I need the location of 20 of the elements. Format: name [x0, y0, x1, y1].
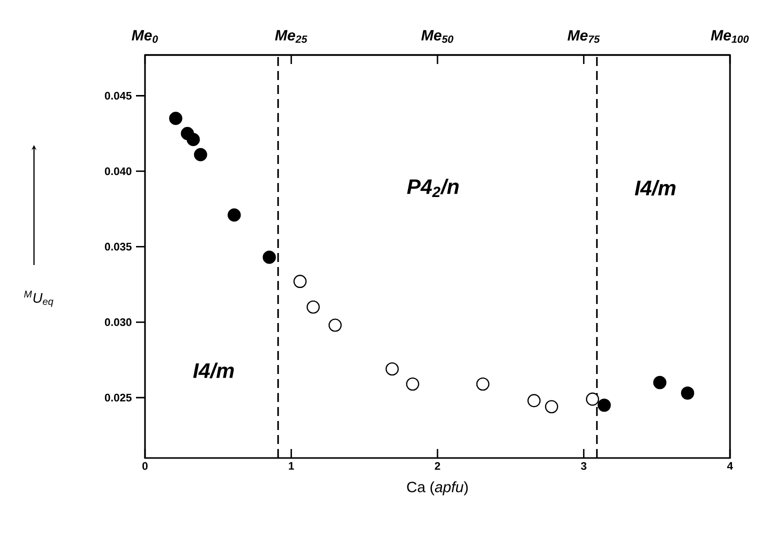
- x2-tick-label: Me$_{50}$: [421, 30, 454, 43]
- x2-tick-label: Me$_{100}$: [710, 30, 749, 43]
- y-tick-label: 0.040: [104, 167, 132, 176]
- x-tick-label: 4: [727, 462, 733, 470]
- x2-tick-label: Me$_{25}$: [275, 30, 308, 43]
- x2-tick-label: Me$_{75}$: [568, 30, 600, 43]
- x2-tick-label: Me$_{0}$: [132, 30, 158, 43]
- x-tick-label: 1: [288, 462, 294, 470]
- y-tick-label: 0.045: [104, 92, 132, 100]
- x-tick-label: 2: [434, 462, 440, 470]
- annotation: P4$_{2}$/n: [407, 178, 459, 197]
- y-axis-title: $^{M}$U$_{eq}$: [24, 290, 54, 307]
- x-tick-label: 3: [580, 462, 586, 470]
- y-tick-label: 0.025: [104, 394, 132, 402]
- y-tick-label: 0.030: [104, 318, 132, 326]
- x-axis-title: Ca (apfu): [407, 481, 468, 496]
- x-tick-label: 0: [142, 462, 148, 470]
- annotation: I4/m: [634, 180, 676, 196]
- y-tick-label: 0.035: [104, 242, 132, 251]
- annotation: I4/m: [193, 362, 234, 378]
